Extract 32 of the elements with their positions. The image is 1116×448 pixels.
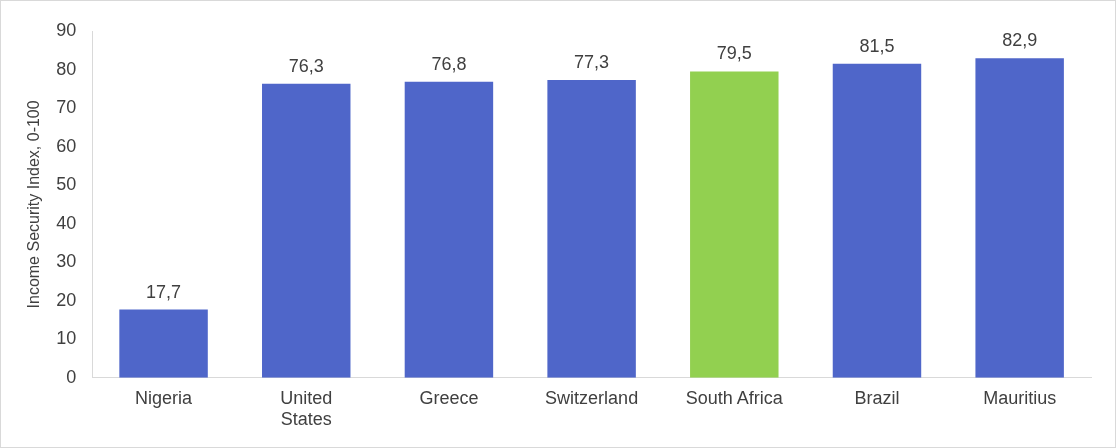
y-tick-label: 50 xyxy=(56,174,77,195)
bar xyxy=(404,81,494,378)
x-tick-label: Brazil xyxy=(854,387,900,408)
data-label: 77,3 xyxy=(574,51,610,72)
bar xyxy=(547,79,636,378)
x-tick-label: United States xyxy=(280,387,333,430)
data-label: 79,5 xyxy=(716,43,752,64)
x-tick-label: Nigeria xyxy=(135,387,194,408)
bar xyxy=(119,309,208,378)
x-tick-label: Mauritius xyxy=(983,387,1057,408)
y-tick-label: 80 xyxy=(56,58,77,79)
data-label: 17,7 xyxy=(146,281,182,302)
y-tick-label: 20 xyxy=(56,289,77,310)
y-tick-label: 0 xyxy=(66,366,77,387)
y-tick-label: 70 xyxy=(56,97,77,118)
x-tick-label: Greece xyxy=(419,387,479,408)
data-label: 82,9 xyxy=(1002,30,1038,51)
bar xyxy=(690,71,779,378)
x-tick-label: South Africa xyxy=(685,387,784,408)
y-tick-label: 40 xyxy=(56,212,77,233)
bar xyxy=(832,63,922,378)
y-tick-label: 30 xyxy=(56,251,77,272)
y-tick-label: 60 xyxy=(56,135,77,156)
data-label: 81,5 xyxy=(859,35,895,56)
data-label: 76,3 xyxy=(288,55,324,76)
x-tick-label: Switzerland xyxy=(545,387,639,408)
bar xyxy=(262,83,351,378)
y-tick-label: 10 xyxy=(56,328,77,349)
bar xyxy=(975,58,1064,378)
y-tick-label: 90 xyxy=(56,19,77,40)
y-axis-title: Income Security Index, 0-100 xyxy=(25,100,43,309)
data-label: 76,8 xyxy=(431,53,467,74)
